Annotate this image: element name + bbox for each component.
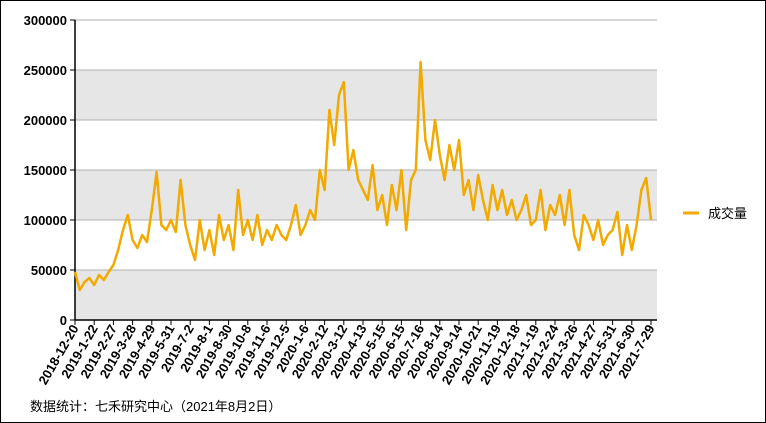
y-tick-label: 300000 [24,13,67,28]
y-tick-label: 100000 [24,213,67,228]
y-tick-label: 150000 [24,163,67,178]
y-tick-label: 250000 [24,63,67,78]
legend-label: 成交量 [708,206,747,221]
grid-band [75,70,657,120]
y-tick-label: 50000 [31,263,67,278]
source-note: 数据统计：七禾研究中心（2021年8月2日） [30,399,281,414]
series-line [73,60,653,292]
y-tick-label: 0 [60,313,67,328]
grid-band [75,270,657,320]
y-tick-label: 200000 [24,113,67,128]
